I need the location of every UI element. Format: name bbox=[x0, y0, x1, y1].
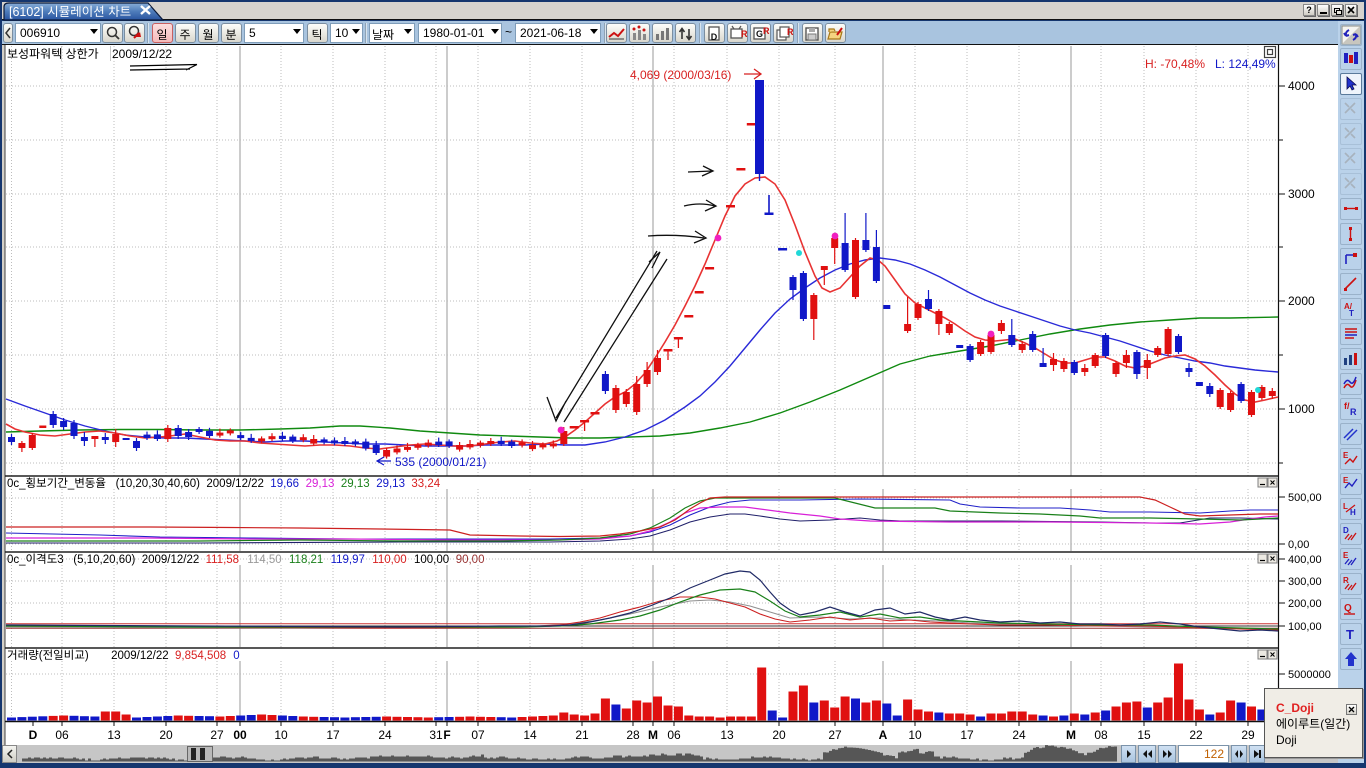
svg-text:H: -70,48%: H: -70,48% bbox=[1145, 57, 1205, 71]
svg-text:4000: 4000 bbox=[1288, 79, 1315, 93]
svg-text:20: 20 bbox=[159, 728, 173, 742]
svg-text:D: D bbox=[711, 32, 718, 42]
svg-text:111,58: 111,58 bbox=[206, 554, 239, 566]
svg-text:29: 29 bbox=[1241, 728, 1255, 742]
svg-text:_: _ bbox=[67, 478, 75, 490]
svg-text:L: L bbox=[1343, 502, 1348, 511]
svg-text:0: 0 bbox=[233, 650, 239, 662]
svg-text:10: 10 bbox=[908, 728, 922, 742]
svg-text:06: 06 bbox=[667, 728, 681, 742]
svg-text:M: M bbox=[648, 728, 658, 742]
svg-text:3000: 3000 bbox=[1288, 187, 1315, 201]
svg-text:E: E bbox=[1343, 551, 1349, 560]
svg-text:E: E bbox=[1343, 451, 1349, 460]
svg-text:2009/12/22: 2009/12/22 bbox=[111, 650, 169, 662]
svg-text:500,00: 500,00 bbox=[1288, 492, 1322, 504]
svg-text:0c_: 0c_ bbox=[7, 478, 26, 490]
svg-text:90,00: 90,00 bbox=[456, 554, 485, 566]
svg-text:A/: A/ bbox=[1344, 302, 1353, 311]
svg-text:0c_: 0c_ bbox=[7, 554, 26, 566]
svg-text:119,97: 119,97 bbox=[331, 554, 365, 566]
svg-text:M: M bbox=[1066, 728, 1076, 742]
svg-text:10: 10 bbox=[274, 728, 288, 742]
svg-text:100,00: 100,00 bbox=[414, 554, 449, 566]
svg-text:R: R bbox=[1343, 576, 1349, 585]
svg-text:06: 06 bbox=[55, 728, 69, 742]
svg-text:): ) bbox=[85, 650, 89, 662]
svg-text:T: T bbox=[1349, 309, 1354, 318]
svg-text:f/: f/ bbox=[1344, 401, 1350, 411]
svg-text:28: 28 bbox=[626, 728, 640, 742]
svg-text:1000: 1000 bbox=[1288, 402, 1315, 416]
svg-text:21: 21 bbox=[575, 728, 589, 742]
svg-text:D: D bbox=[1343, 526, 1349, 535]
svg-text:29,13: 29,13 bbox=[306, 478, 335, 490]
svg-text:T: T bbox=[1346, 627, 1354, 642]
svg-text:5000000: 5000000 bbox=[1288, 669, 1331, 681]
svg-text:17: 17 bbox=[960, 728, 974, 742]
svg-text:114,50: 114,50 bbox=[247, 554, 281, 566]
svg-text:27: 27 bbox=[828, 728, 842, 742]
svg-text:14: 14 bbox=[523, 728, 537, 742]
svg-text:(: ( bbox=[39, 650, 43, 662]
svg-text:A: A bbox=[879, 728, 888, 742]
svg-text:2000: 2000 bbox=[1288, 294, 1315, 308]
svg-text:G: G bbox=[756, 29, 763, 39]
svg-text:2009/12/22: 2009/12/22 bbox=[206, 478, 264, 490]
svg-text:R: R bbox=[741, 29, 748, 39]
svg-text:15: 15 bbox=[1137, 728, 1151, 742]
svg-text:2009/12/22: 2009/12/22 bbox=[142, 554, 200, 566]
svg-text:4,069 (2000/03/16): 4,069 (2000/03/16) bbox=[630, 68, 731, 82]
svg-text:(10,20,30,40,60): (10,20,30,40,60) bbox=[116, 478, 201, 490]
svg-text:19,66: 19,66 bbox=[270, 478, 299, 490]
svg-text:100,00: 100,00 bbox=[1288, 621, 1322, 633]
svg-text:33,24: 33,24 bbox=[411, 478, 440, 490]
svg-text:(5,10,20,60): (5,10,20,60) bbox=[73, 554, 135, 566]
svg-text:200,00: 200,00 bbox=[1288, 598, 1322, 610]
svg-text:13: 13 bbox=[107, 728, 121, 742]
svg-text:R: R bbox=[763, 26, 770, 36]
svg-text:0,00: 0,00 bbox=[1288, 539, 1309, 551]
svg-text:29,13: 29,13 bbox=[376, 478, 405, 490]
svg-text:20: 20 bbox=[772, 728, 786, 742]
svg-text:27: 27 bbox=[210, 728, 224, 742]
svg-text:E: E bbox=[1343, 476, 1349, 485]
svg-text:08: 08 bbox=[1094, 728, 1108, 742]
svg-text:535 (2000/01/21): 535 (2000/01/21) bbox=[395, 455, 486, 469]
svg-text:00: 00 bbox=[233, 728, 247, 742]
svg-text:R: R bbox=[1350, 407, 1357, 417]
svg-text:24: 24 bbox=[378, 728, 392, 742]
svg-text:13: 13 bbox=[720, 728, 734, 742]
svg-text:R: R bbox=[787, 27, 794, 37]
svg-text:17: 17 bbox=[326, 728, 340, 742]
svg-text:L: 124,49%: L: 124,49% bbox=[1215, 57, 1276, 71]
svg-text:400,00: 400,00 bbox=[1288, 554, 1322, 566]
svg-text:H: H bbox=[1350, 508, 1356, 517]
svg-text:300,00: 300,00 bbox=[1288, 576, 1322, 588]
svg-text:F: F bbox=[443, 728, 450, 742]
svg-text:24: 24 bbox=[1012, 728, 1026, 742]
svg-text:Q: Q bbox=[1344, 603, 1352, 614]
svg-text:3: 3 bbox=[57, 554, 63, 566]
svg-text:31: 31 bbox=[429, 728, 443, 742]
svg-text:07: 07 bbox=[471, 728, 485, 742]
svg-text:22: 22 bbox=[1189, 728, 1203, 742]
svg-text:118,21: 118,21 bbox=[289, 554, 323, 566]
svg-text:2009/12/22: 2009/12/22 bbox=[112, 47, 172, 61]
svg-text:D: D bbox=[29, 728, 38, 742]
svg-text:29,13: 29,13 bbox=[341, 478, 370, 490]
svg-text:110,00: 110,00 bbox=[372, 554, 406, 566]
svg-text:9,854,508: 9,854,508 bbox=[175, 650, 226, 662]
